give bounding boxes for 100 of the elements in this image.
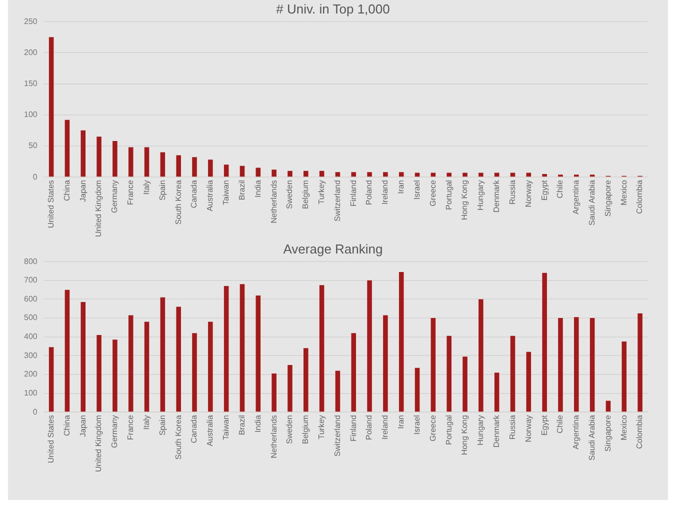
bar <box>351 172 356 177</box>
x-tick-label: Hong Kong <box>460 180 470 220</box>
bar <box>96 136 102 177</box>
bar <box>367 172 372 177</box>
bar <box>288 365 292 412</box>
x-tick-label: Mexico <box>619 180 628 206</box>
bar <box>208 160 213 177</box>
bar <box>446 336 452 412</box>
x-tick-label: Greece <box>428 180 438 206</box>
y-tick-label: 500 <box>24 313 38 322</box>
bar <box>319 170 324 177</box>
x-tick-label: Hungary <box>476 415 486 446</box>
x-tick-label: Australia <box>206 180 215 212</box>
bar <box>510 336 516 412</box>
x-tick-label: Poland <box>364 180 374 205</box>
x-tick-label: Denmark <box>492 179 502 213</box>
x-tick-label: Russia <box>508 180 517 205</box>
bar <box>351 333 356 412</box>
y-tick-label: 200 <box>24 48 38 57</box>
y-tick-label: 600 <box>24 294 38 304</box>
bar <box>160 152 166 177</box>
bar <box>176 306 181 412</box>
bar <box>64 290 70 412</box>
x-tick-label: India <box>253 414 262 432</box>
y-tick-label: 300 <box>24 350 38 360</box>
x-tick-label: Italy <box>142 180 151 195</box>
chart-title: # Univ. in Top 1,000 <box>276 1 390 16</box>
bar <box>48 347 54 412</box>
y-tick-label: 200 <box>24 370 38 379</box>
bar <box>494 372 500 412</box>
x-tick-label: Singapore <box>603 414 612 452</box>
x-tick-label: Finland <box>348 415 358 442</box>
x-tick-label: Turkey <box>317 180 326 204</box>
x-tick-label: Brazil <box>237 414 246 436</box>
bar <box>128 315 134 412</box>
bar <box>335 172 340 177</box>
y-tick-label: 0 <box>32 407 38 416</box>
bar <box>414 368 420 412</box>
x-tick-label: Poland <box>364 415 374 440</box>
chart-title: Average Ranking <box>283 241 383 256</box>
x-tick-label: Iran <box>396 415 406 429</box>
bar <box>414 172 420 177</box>
bar <box>224 164 229 177</box>
bar <box>398 172 404 177</box>
x-tick-label: Mexico <box>619 414 628 440</box>
bar <box>256 168 261 177</box>
x-tick-label: Israel <box>412 180 422 200</box>
bar <box>383 172 388 177</box>
x-tick-label: Portugal <box>444 180 454 210</box>
x-tick-label: Ireland <box>380 415 390 440</box>
bar <box>478 172 484 177</box>
y-tick-label: 700 <box>24 276 38 285</box>
x-tick-label: Canada <box>190 414 199 444</box>
x-tick-label: Russia <box>508 414 517 440</box>
bar <box>367 280 372 412</box>
bar <box>272 170 276 177</box>
y-tick-label: 0 <box>32 172 38 182</box>
bar <box>48 37 54 177</box>
x-tick-label: Israel <box>412 414 422 435</box>
x-tick-label: Japan <box>78 180 88 202</box>
x-tick-label: United States <box>46 180 56 228</box>
x-tick-label: South Korea <box>174 414 183 460</box>
x-tick-label: Egypt <box>540 414 549 436</box>
bar <box>430 318 436 412</box>
bar <box>80 302 86 412</box>
bar <box>160 297 166 412</box>
x-tick-label: Australia <box>206 414 215 446</box>
x-tick-label: Egypt <box>540 179 549 201</box>
bar <box>240 284 245 412</box>
x-tick-label: Colombia <box>635 180 644 214</box>
bar <box>446 172 452 177</box>
bar <box>638 313 642 412</box>
x-tick-label: Finland <box>348 180 358 206</box>
x-tick-label: Ireland <box>380 180 390 205</box>
bar <box>558 318 563 412</box>
bar <box>462 172 468 177</box>
x-tick-label: United States <box>46 415 56 464</box>
x-tick-label: Spain <box>158 180 167 201</box>
x-tick-label: Canada <box>190 180 199 208</box>
x-tick-label: Denmark <box>492 414 502 448</box>
bar <box>192 157 197 177</box>
x-tick-label: Hungary <box>476 180 486 210</box>
x-tick-label: Chile <box>556 180 565 198</box>
bar <box>64 120 70 177</box>
bar <box>319 285 324 412</box>
x-tick-label: Germany <box>110 415 120 448</box>
x-tick-label: Germany <box>110 180 120 213</box>
bar <box>383 315 388 412</box>
bar <box>256 295 261 412</box>
bar <box>288 170 292 177</box>
bar <box>574 317 579 412</box>
y-tick-label: 100 <box>24 110 38 120</box>
x-tick-label: Japan <box>78 415 88 437</box>
x-tick-label: Colombia <box>635 414 644 449</box>
bar <box>542 174 547 177</box>
bar <box>96 334 102 412</box>
bar <box>430 172 436 177</box>
bar <box>526 352 532 412</box>
x-tick-label: Turkey <box>317 415 326 440</box>
x-tick-label: France <box>126 414 136 440</box>
